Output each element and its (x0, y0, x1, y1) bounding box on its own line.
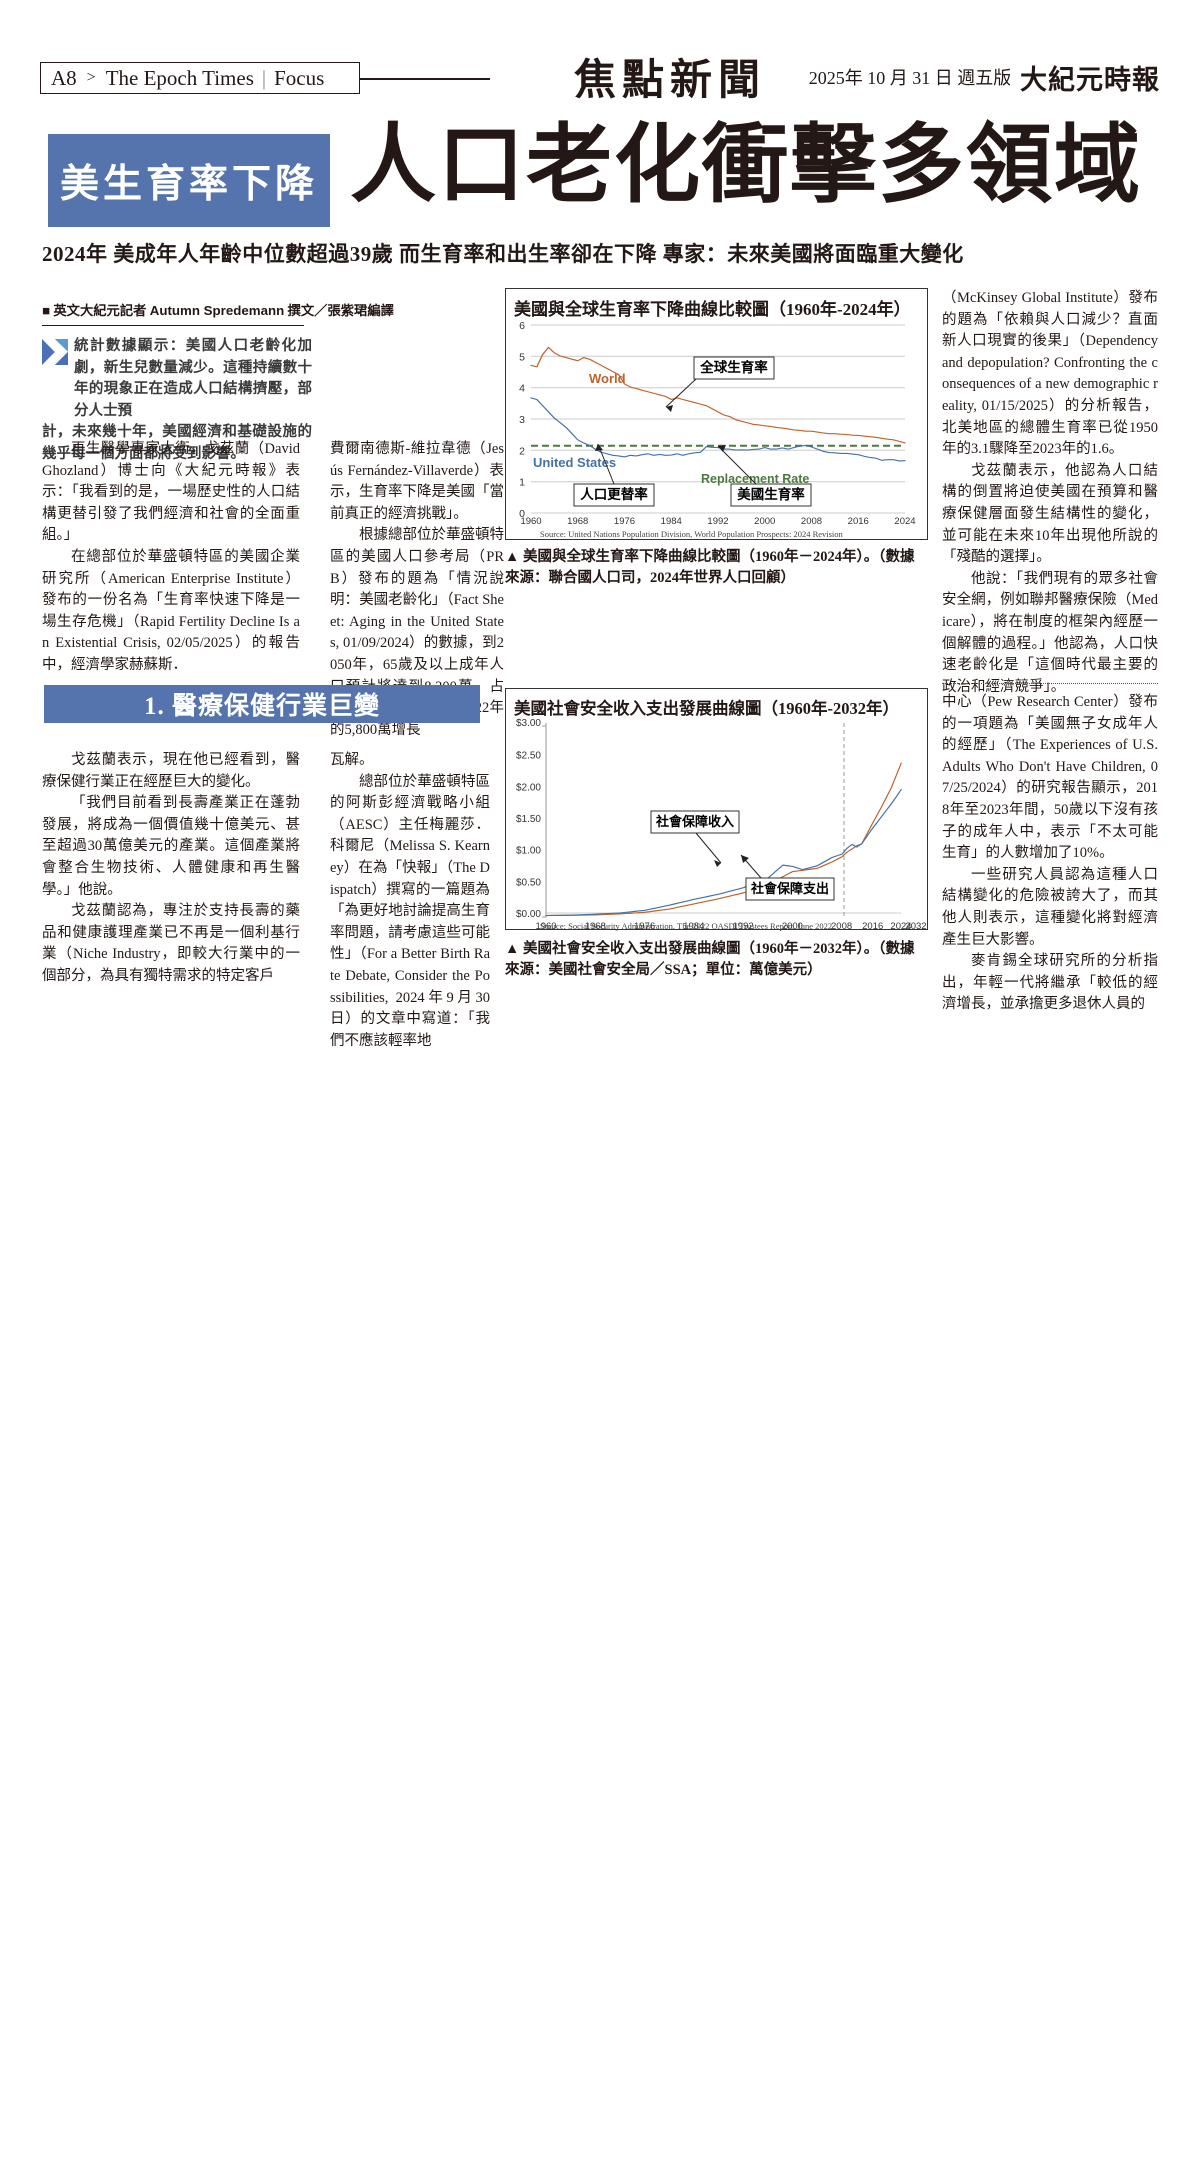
svg-text:1960: 1960 (520, 516, 541, 527)
svg-text:社會保障收入: 社會保障收入 (655, 814, 734, 829)
svg-text:3: 3 (519, 414, 525, 426)
svg-text:4: 4 (519, 383, 525, 395)
svg-text:2: 2 (519, 445, 525, 457)
svg-text:$1.50: $1.50 (516, 814, 541, 825)
svg-text:1984: 1984 (661, 516, 682, 527)
svg-text:2032: 2032 (905, 921, 926, 931)
svg-text:2016: 2016 (848, 516, 869, 527)
svg-text:美國生育率: 美國生育率 (737, 486, 805, 502)
svg-text:2016: 2016 (862, 921, 883, 931)
svg-text:人口更替率: 人口更替率 (580, 486, 648, 502)
svg-text:$0.50: $0.50 (516, 877, 541, 888)
svg-text:6: 6 (519, 320, 525, 332)
svg-text:1976: 1976 (614, 516, 635, 527)
svg-text:1: 1 (519, 477, 525, 489)
svg-text:2000: 2000 (754, 516, 775, 527)
svg-text:$2.00: $2.00 (516, 782, 541, 793)
svg-text:$2.50: $2.50 (516, 751, 541, 762)
svg-text:社會保障支出: 社會保障支出 (750, 881, 829, 896)
svg-text:2008: 2008 (801, 516, 822, 527)
svg-text:1968: 1968 (567, 516, 588, 527)
svg-text:$1.00: $1.00 (516, 846, 541, 857)
svg-text:2008: 2008 (831, 921, 852, 931)
svg-text:全球生育率: 全球生育率 (699, 359, 768, 375)
svg-text:2024: 2024 (894, 516, 915, 527)
svg-text:World: World (589, 371, 626, 386)
svg-text:$0.00: $0.00 (516, 909, 541, 920)
svg-text:$3.00: $3.00 (516, 718, 541, 729)
svg-text:5: 5 (519, 351, 525, 363)
svg-text:1992: 1992 (707, 516, 728, 527)
